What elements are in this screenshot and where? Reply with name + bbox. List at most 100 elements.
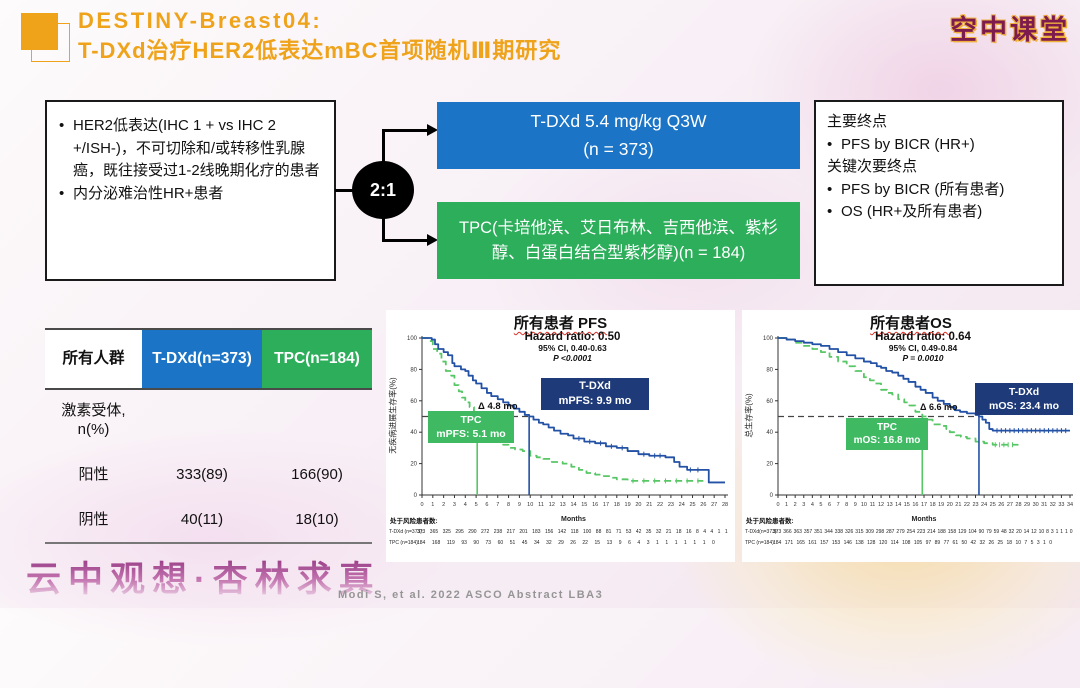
risk-count: 48 (1001, 529, 1007, 535)
criteria-bullet-2: 内分泌难治性HR+患者 (73, 184, 224, 202)
pfs-chart-title: 所有患者 PFS (513, 315, 608, 332)
svg-text:12: 12 (878, 502, 884, 508)
svg-text:4: 4 (464, 502, 467, 508)
svg-text:33: 33 (1058, 502, 1064, 508)
svg-text:Months: Months (561, 516, 586, 523)
risk-count: 1 (717, 529, 721, 535)
svg-text:23: 23 (668, 502, 674, 508)
svg-text:5: 5 (819, 502, 822, 508)
svg-text:9: 9 (518, 502, 521, 508)
pfs-risk-row-tpc: TPC (n=184): 184 168 119 93 90 73 60 51 45 34 32 29… (389, 540, 715, 546)
pfs-stats-block: Hazard ratio: 0.50 95% CI, 0.40-0.63 P <… (416, 331, 729, 363)
svg-text:19: 19 (938, 502, 944, 508)
os-risk-table-header: 处于风险患者数: (746, 518, 794, 525)
svg-text:100: 100 (407, 336, 418, 342)
arrow-right-icon (427, 234, 438, 246)
risk-count: 32 (979, 540, 986, 546)
risk-count: 1 (702, 540, 706, 546)
risk-count: 26 (570, 540, 576, 546)
svg-text:4: 4 (811, 502, 814, 508)
risk-count: 53 (625, 529, 632, 535)
table-cell (262, 390, 372, 452)
risk-count: 71 (615, 529, 622, 535)
svg-text:8: 8 (845, 502, 848, 508)
risk-count: 129 (958, 529, 967, 535)
risk-count: 142 (557, 529, 567, 535)
endpoints-box: 主要终点 • PFS by BICR (HR+) 关键次要终点 • PFS by B… (814, 100, 1064, 286)
risk-count: 119 (446, 540, 455, 546)
risk-count: 29 (558, 540, 564, 546)
risk-count: 298 (875, 529, 885, 535)
pfs-tdxd-median-label: T-DXd mPFS: 9.9 mo (541, 378, 649, 410)
risk-count: 201 (519, 529, 528, 535)
svg-text:18: 18 (930, 502, 936, 508)
primary-endpoint-label: 主要终点 (827, 113, 888, 130)
risk-count: 105 (913, 540, 923, 546)
table-row-label-negative: 阴性 (78, 510, 109, 528)
svg-text:18: 18 (614, 502, 620, 508)
citation-text: Modi S, et al. 2022 ASCO Abstract LBA3 (338, 589, 604, 601)
svg-text:13: 13 (887, 502, 893, 508)
svg-text:28: 28 (1015, 502, 1021, 508)
risk-count: 287 (886, 529, 895, 535)
risk-count: 6 (628, 540, 631, 546)
svg-text:16: 16 (912, 502, 918, 508)
risk-count: 128 (867, 540, 876, 546)
risk-count: 90 (978, 529, 985, 535)
risk-count: 12 (1031, 529, 1037, 535)
table-header-tpc: TPC(n=184) (262, 330, 372, 390)
pfs-risk-row-tdxd: T-DXd (n=373): 373 365 325 295 290 272 238 217 2… (389, 529, 728, 535)
risk-count: 290 (468, 529, 477, 535)
svg-text:34: 34 (1067, 502, 1073, 508)
svg-text:20: 20 (947, 502, 953, 508)
criteria-bullet-1: HER2低表达(IHC 1 + vs IHC 2 +/ISH-)，不可切除和/或… (73, 117, 320, 179)
risk-count: 3 (1036, 540, 1040, 546)
secondary-endpoint-item-2: OS (HR+及所有患者) (841, 203, 983, 220)
primary-endpoint-item: PFS by BICR (HR+) (841, 135, 975, 153)
svg-text:26: 26 (998, 502, 1004, 508)
svg-text:2: 2 (794, 502, 797, 508)
table-cell-positive-tdxd: 333(89) (176, 465, 228, 483)
risk-count: 93 (461, 540, 467, 546)
risk-count: 279 (896, 529, 905, 535)
table-row-label-hormone-receptor: 激素受体, n(%) (61, 402, 126, 438)
svg-text:21: 21 (646, 502, 652, 508)
risk-count: 344 (824, 529, 833, 535)
risk-count: 81 (605, 529, 612, 535)
tdxd-arm-box: T-DXd 5.4 mg/kg Q3W (n = 373) (437, 102, 800, 169)
risk-count: 42 (970, 540, 977, 546)
risk-count: 309 (865, 529, 874, 535)
connector-line (382, 129, 427, 132)
tdxd-arm-line-2: (n = 373) (583, 138, 654, 159)
risk-count: 171 (784, 540, 794, 546)
svg-text:60: 60 (766, 399, 773, 405)
risk-count: 365 (429, 529, 439, 535)
risk-count: 157 (820, 540, 829, 546)
risk-count: 10 (1015, 540, 1021, 546)
risk-count: 22 (582, 540, 588, 546)
svg-text:23: 23 (972, 502, 978, 508)
risk-count: 8 (695, 529, 699, 535)
pfs-tpc-median-label: TPC mPFS: 5.1 mo (428, 411, 514, 443)
risk-count: 51 (509, 540, 516, 546)
patient-subgroup-table: 所有人群 T-DXd(n=373) TPC(n=184) 激素受体, n(%) … (45, 328, 372, 544)
svg-text:3: 3 (802, 502, 805, 508)
svg-text:6: 6 (828, 502, 831, 508)
risk-count: 161 (808, 540, 817, 546)
risk-count: 165 (796, 540, 805, 546)
title-accent-square-icon (21, 13, 58, 50)
svg-text:19: 19 (625, 502, 631, 508)
os-tpc-median-label: TPC mOS: 16.8 mo (846, 418, 928, 450)
risk-count: 61 (952, 540, 959, 546)
connector-line (382, 217, 385, 241)
table-header-tdxd: T-DXd(n=373) (142, 330, 262, 390)
secondary-endpoint-label: 关键次要终点 (827, 158, 918, 175)
risk-count: 1 (1060, 529, 1064, 535)
risk-count: 325 (442, 529, 451, 535)
risk-count: 50 (961, 540, 968, 546)
risk-count: 1 (1065, 529, 1068, 535)
pfs-confidence-interval: 95% CI, 0.40-0.63 (538, 343, 607, 353)
risk-count: 1 (684, 540, 687, 546)
